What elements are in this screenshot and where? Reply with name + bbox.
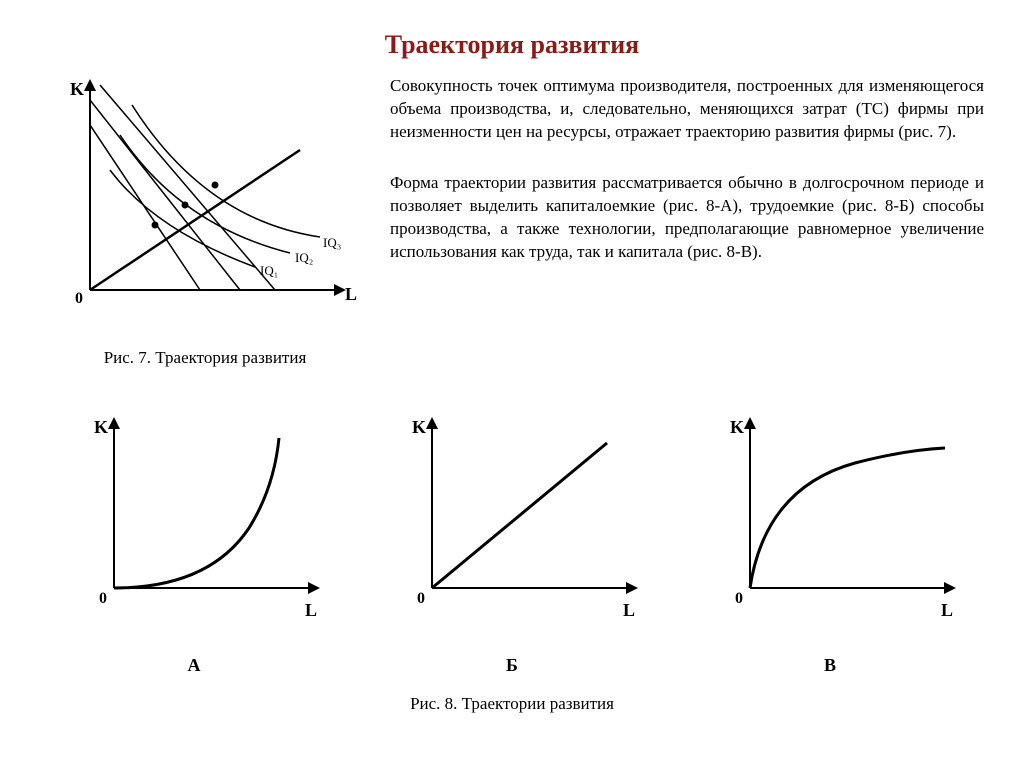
fig7-y-label: K [70,79,84,99]
x-label: L [623,600,635,620]
page-title: Траектория развития [40,30,984,60]
fig8-chart-a: K L 0 [59,408,329,638]
fig7-point-3 [212,182,219,189]
fig7-point-2 [182,202,189,209]
origin-label: 0 [735,590,743,607]
fig7-point-1 [152,222,159,229]
fig7-isocost-3 [100,85,275,290]
fig8-label-b: Б [377,655,647,676]
fig8-label-c: В [695,655,965,676]
fig7-iq3-label: IQ₃ [323,235,341,250]
fig7-isoquant-1 [110,170,255,267]
fig7-isocost-2 [90,100,240,290]
fig7-x-label: L [345,284,357,304]
fig8-row: K L 0 А K L 0 Б [40,408,984,676]
top-row: K L 0 IQ₁ IQ₂ IQ₃ Рис. 7. Траектория раз… [40,75,984,368]
origin-label: 0 [417,590,425,607]
fig7-chart: K L 0 IQ₁ IQ₂ IQ₃ [40,75,360,335]
curve-a [114,438,279,588]
text-block: Совокупность точек оптимума производител… [390,75,984,292]
x-label: L [305,600,317,620]
fig8-panel-a: K L 0 А [59,408,329,676]
fig7-iq2-label: IQ₂ [295,250,313,265]
fig7-origin-label: 0 [75,290,83,307]
fig8-chart-b: K L 0 [377,408,647,638]
fig7-isoquant-3 [132,105,320,237]
fig8-label-a: А [59,655,329,676]
fig8-panel-c: K L 0 В [695,408,965,676]
fig7-isoquant-2 [120,135,290,253]
curve-b [432,443,607,588]
fig8-panel-b: K L 0 Б [377,408,647,676]
x-label: L [941,600,953,620]
y-label: K [94,417,108,437]
paragraph-2: Форма траектории развития рассматриваетс… [390,172,984,264]
fig8-caption: Рис. 8. Траектории развития [40,694,984,714]
paragraph-1: Совокупность точек оптимума производител… [390,75,984,144]
curve-c [750,448,945,588]
fig7-iq1-label: IQ₁ [260,263,278,278]
fig7-caption: Рис. 7. Траектория развития [40,348,370,368]
fig7-block: K L 0 IQ₁ IQ₂ IQ₃ Рис. 7. Траектория раз… [40,75,370,368]
origin-label: 0 [99,590,107,607]
y-label: K [730,417,744,437]
y-label: K [412,417,426,437]
fig8-chart-c: K L 0 [695,408,965,638]
